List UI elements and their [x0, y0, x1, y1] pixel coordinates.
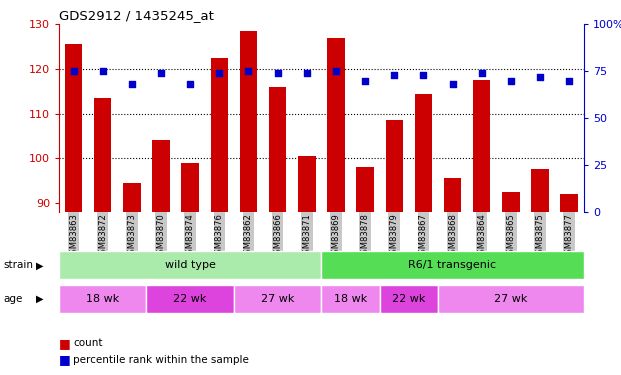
Point [360, 78, 370, 84]
Text: GDS2912 / 1435245_at: GDS2912 / 1435245_at [59, 9, 214, 22]
Point [389, 72, 399, 78]
Bar [386, 120, 403, 212]
Point [506, 78, 516, 84]
Text: ■: ■ [59, 354, 71, 366]
Text: percentile rank within the sample: percentile rank within the sample [73, 355, 249, 365]
Bar [502, 192, 520, 212]
Point [243, 68, 253, 74]
Point [564, 78, 574, 84]
Text: wild type: wild type [165, 260, 215, 270]
Bar [327, 38, 345, 212]
Bar [415, 94, 432, 212]
Text: 27 wk: 27 wk [494, 294, 528, 304]
Text: age: age [3, 294, 22, 304]
Point [127, 81, 137, 87]
Point [214, 70, 224, 76]
Bar [444, 178, 461, 212]
Bar [269, 87, 286, 212]
Text: ▶: ▶ [36, 294, 43, 304]
Point [156, 70, 166, 76]
Text: 22 wk: 22 wk [173, 294, 207, 304]
Bar [240, 31, 257, 212]
Bar [211, 58, 228, 212]
Bar [181, 163, 199, 212]
Bar [356, 167, 374, 212]
Bar [123, 183, 140, 212]
Text: 18 wk: 18 wk [86, 294, 119, 304]
Bar [531, 170, 549, 212]
Text: ▶: ▶ [36, 260, 43, 270]
Text: 18 wk: 18 wk [334, 294, 367, 304]
Point [185, 81, 195, 87]
Point [419, 72, 428, 78]
Point [68, 68, 78, 74]
Point [535, 74, 545, 80]
Point [448, 81, 458, 87]
Text: 22 wk: 22 wk [392, 294, 425, 304]
Text: ■: ■ [59, 337, 71, 350]
Point [273, 70, 283, 76]
Bar [94, 98, 111, 212]
Point [97, 68, 107, 74]
Bar [298, 156, 315, 212]
Point [477, 70, 487, 76]
Point [331, 68, 341, 74]
Text: count: count [73, 338, 103, 348]
Text: strain: strain [3, 260, 33, 270]
Bar [560, 194, 578, 212]
Bar [152, 141, 170, 212]
Bar [65, 45, 83, 212]
Bar [473, 80, 491, 212]
Text: 27 wk: 27 wk [261, 294, 294, 304]
Point [302, 70, 312, 76]
Text: R6/1 transgenic: R6/1 transgenic [409, 260, 497, 270]
